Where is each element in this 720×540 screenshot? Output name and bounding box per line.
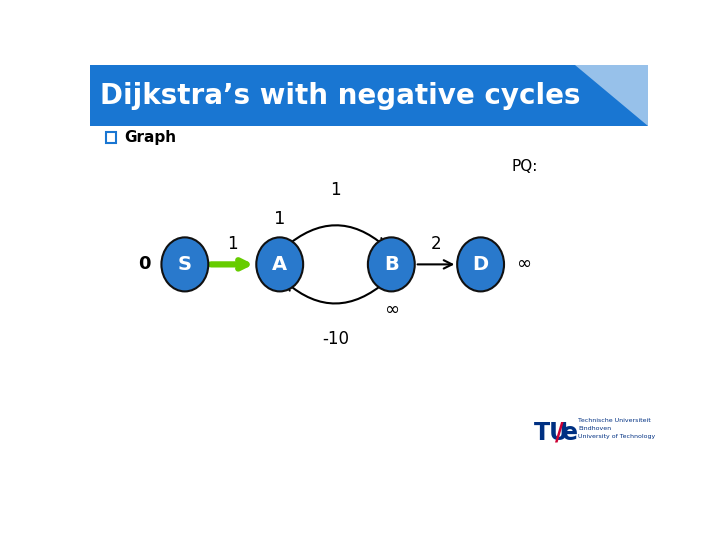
Text: TU: TU xyxy=(534,421,569,445)
Text: ∞: ∞ xyxy=(384,301,399,319)
Text: -10: -10 xyxy=(322,330,349,348)
Text: 2: 2 xyxy=(431,234,441,253)
Text: A: A xyxy=(272,255,287,274)
Text: ∞: ∞ xyxy=(516,255,531,273)
Text: 1: 1 xyxy=(330,180,341,199)
Text: S: S xyxy=(178,255,192,274)
FancyBboxPatch shape xyxy=(106,132,116,144)
Text: 0: 0 xyxy=(138,255,151,273)
Text: D: D xyxy=(472,255,489,274)
Ellipse shape xyxy=(457,238,504,292)
Text: /: / xyxy=(555,421,564,445)
Polygon shape xyxy=(575,65,648,126)
Text: Technische Universiteit
Eindhoven
University of Technology: Technische Universiteit Eindhoven Univer… xyxy=(578,418,655,439)
Text: Dijkstra’s with negative cycles: Dijkstra’s with negative cycles xyxy=(100,82,580,110)
Ellipse shape xyxy=(161,238,208,292)
Text: e: e xyxy=(562,421,577,445)
Text: 1: 1 xyxy=(227,234,238,253)
Text: B: B xyxy=(384,255,399,274)
Text: PQ:: PQ: xyxy=(511,159,538,174)
Text: Graph: Graph xyxy=(124,130,176,145)
Text: 1: 1 xyxy=(274,210,285,228)
Ellipse shape xyxy=(256,238,303,292)
Ellipse shape xyxy=(368,238,415,292)
FancyBboxPatch shape xyxy=(90,65,648,126)
